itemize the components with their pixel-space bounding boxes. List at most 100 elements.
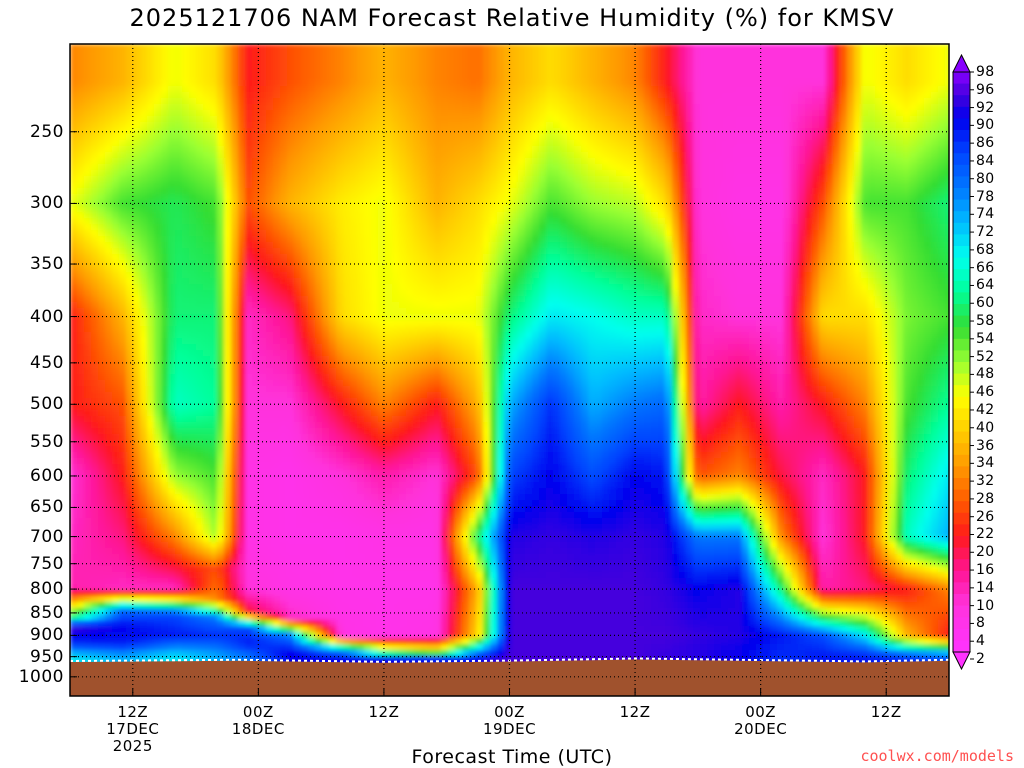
colorbar-bottom-arrow bbox=[952, 651, 971, 671]
colorbar bbox=[952, 53, 974, 671]
colorbar-segment bbox=[953, 315, 970, 328]
colorbar-tick-label: 58 bbox=[976, 313, 995, 330]
colorbar-segment bbox=[953, 420, 970, 433]
terrain-layer bbox=[70, 657, 949, 696]
colorbar-segment bbox=[953, 582, 970, 595]
y-tick-label: 700 bbox=[30, 526, 64, 547]
y-tick-label: 350 bbox=[30, 254, 64, 275]
terrain-fill bbox=[70, 659, 949, 696]
y-tick-label: 950 bbox=[30, 646, 64, 667]
humidity-field bbox=[70, 44, 949, 696]
y-tick-label: 250 bbox=[30, 121, 64, 142]
plot-frame bbox=[69, 43, 950, 697]
colorbar-tick-label: 10 bbox=[976, 597, 995, 614]
colorbar-segment bbox=[953, 234, 970, 247]
x-tick-label: 18DEC bbox=[231, 720, 285, 738]
colorbar-segment bbox=[953, 280, 970, 293]
colorbar-segment bbox=[953, 512, 970, 525]
colorbar-segment bbox=[953, 304, 970, 317]
colorbar-tick-label: 52 bbox=[976, 348, 995, 365]
terrain-edge bbox=[70, 657, 949, 663]
colorbar-segment bbox=[953, 269, 970, 282]
colorbar-segment bbox=[953, 211, 970, 224]
colorbar-tick-label: 68 bbox=[976, 241, 995, 258]
colorbar-tick-label: 20 bbox=[976, 544, 995, 561]
colorbar-segment bbox=[953, 176, 970, 189]
y-tick-label: 450 bbox=[30, 352, 64, 373]
colorbar-frame bbox=[952, 71, 971, 653]
colorbar-segment bbox=[953, 246, 970, 259]
colorbar-tick-label: 92 bbox=[976, 99, 995, 116]
colorbar-segment bbox=[953, 385, 970, 398]
x-tick-label: 12Z bbox=[117, 703, 149, 721]
colorbar-segment bbox=[953, 257, 970, 270]
colorbar-top-arrow bbox=[952, 53, 971, 73]
colorbar-segment bbox=[953, 338, 970, 351]
colorbar-tick-label: 14 bbox=[976, 579, 995, 596]
colorbar-segment bbox=[953, 153, 970, 166]
y-tick-label: 500 bbox=[30, 394, 64, 415]
colorbar-segment bbox=[953, 222, 970, 235]
colorbar-segment bbox=[953, 327, 970, 340]
colorbar-segment bbox=[953, 559, 970, 572]
colorbar-segment bbox=[953, 617, 970, 630]
colorbar-tick-label: 34 bbox=[976, 455, 995, 472]
colorbar-tick-label: 96 bbox=[976, 81, 995, 98]
x-axis-title: Forecast Time (UTC) bbox=[411, 746, 613, 768]
colorbar-tick-label: 60 bbox=[976, 295, 995, 312]
colorbar-segment bbox=[953, 350, 970, 363]
axis-ticks bbox=[70, 131, 887, 696]
colorbar-tick-label: 74 bbox=[976, 206, 995, 223]
x-tick-label: 00Z bbox=[242, 703, 274, 721]
colorbar-segment bbox=[953, 524, 970, 537]
colorbar-segment bbox=[953, 188, 970, 201]
y-tick-label: 850 bbox=[30, 602, 64, 623]
colorbar-segment bbox=[953, 536, 970, 549]
y-tick-label: 1000 bbox=[18, 666, 64, 687]
y-tick-label: 750 bbox=[30, 553, 64, 574]
grid-lines bbox=[70, 44, 949, 696]
colorbar-tick-label: 84 bbox=[976, 152, 995, 169]
colorbar-segment bbox=[953, 443, 970, 456]
colorbar-tick-label: 40 bbox=[976, 419, 995, 436]
colorbar-segment bbox=[953, 141, 970, 154]
x-tick-label: 12Z bbox=[368, 703, 400, 721]
colorbar-segment bbox=[953, 570, 970, 583]
credit-text: coolwx.com/models bbox=[860, 747, 1014, 765]
colorbar-tick-label: 66 bbox=[976, 259, 995, 276]
colorbar-segment bbox=[953, 396, 970, 409]
colorbar-tick-label: 72 bbox=[976, 224, 995, 241]
colorbar-segment bbox=[953, 292, 970, 305]
colorbar-tick-label: 36 bbox=[976, 437, 995, 454]
colorbar-segment bbox=[953, 95, 970, 108]
colorbar-tick-label: 16 bbox=[976, 562, 995, 579]
colorbar-segment bbox=[953, 454, 970, 467]
colorbar-tick-label: 64 bbox=[976, 277, 995, 294]
colorbar-segment bbox=[953, 594, 970, 607]
y-tick-label: 300 bbox=[30, 193, 64, 214]
colorbar-segment bbox=[953, 106, 970, 119]
colorbar-segment bbox=[953, 373, 970, 386]
colorbar-tick-label: 48 bbox=[976, 366, 995, 383]
colorbar-segment bbox=[953, 408, 970, 421]
x-tick-label: 00Z bbox=[745, 703, 777, 721]
x-tick-label: 17DEC bbox=[106, 720, 160, 738]
y-tick-label: 600 bbox=[30, 465, 64, 486]
colorbar-segment bbox=[953, 501, 970, 514]
y-tick-label: 900 bbox=[30, 625, 64, 646]
colorbar-tick-label: 26 bbox=[976, 508, 995, 525]
colorbar-tick-label: 28 bbox=[976, 490, 995, 507]
colorbar-segment bbox=[953, 478, 970, 491]
y-tick-label: 400 bbox=[30, 306, 64, 327]
colorbar-tick-label: 42 bbox=[976, 401, 995, 418]
colorbar-tick-label: 46 bbox=[976, 384, 995, 401]
x-tick-label: 19DEC bbox=[482, 720, 537, 738]
colorbar-tick-label: 80 bbox=[976, 170, 995, 187]
colorbar-segment bbox=[953, 362, 970, 375]
y-tick-label: 800 bbox=[30, 579, 64, 600]
colorbar-tick-label: 98 bbox=[976, 64, 995, 80]
colorbar-segment bbox=[953, 118, 970, 131]
colorbar-tick-label: 32 bbox=[976, 473, 995, 490]
colorbar-segment bbox=[953, 164, 970, 177]
colorbar-segment bbox=[953, 466, 970, 479]
